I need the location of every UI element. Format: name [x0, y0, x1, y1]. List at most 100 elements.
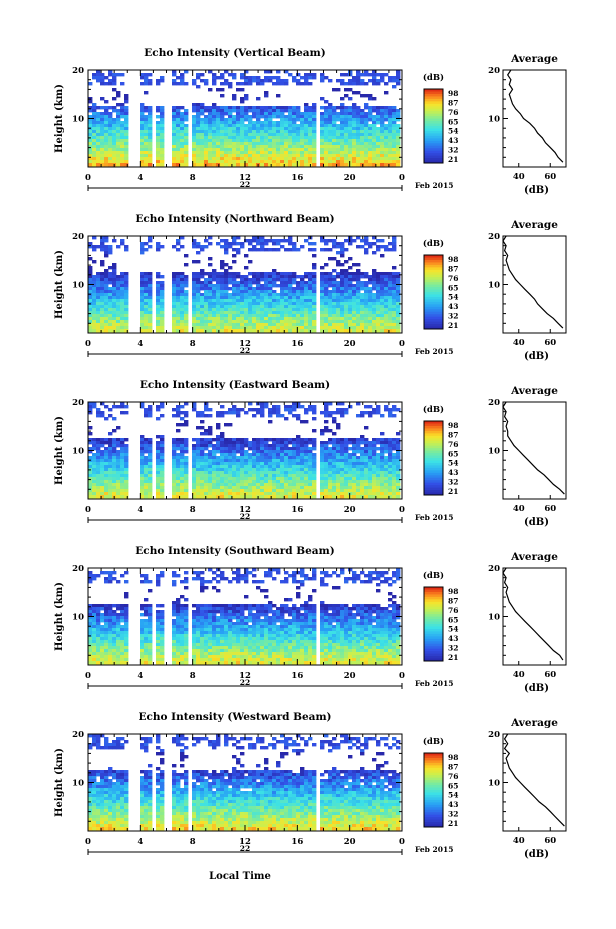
- heatmap-cell: [324, 148, 329, 152]
- heatmap-cell: [328, 447, 333, 451]
- heatmap-cell: [104, 486, 109, 490]
- heatmap-cell: [260, 112, 265, 116]
- heatmap-cell: [140, 492, 145, 496]
- heatmap-cell: [292, 151, 297, 155]
- heatmap-cell: [328, 489, 333, 493]
- heatmap-cell: [120, 323, 125, 327]
- heatmap-cell: [224, 127, 229, 131]
- heatmap-cell: [312, 459, 317, 463]
- heatmap-cell: [100, 248, 105, 252]
- heatmap-cell: [340, 474, 345, 478]
- heatmap-cell: [192, 474, 197, 478]
- heatmap-cell: [264, 130, 269, 134]
- heatmap-cell: [268, 489, 273, 493]
- heatmap-cell: [208, 477, 213, 481]
- heatmap-cell: [184, 124, 189, 128]
- heatmap-cell: [216, 136, 221, 140]
- heatmap-cell: [256, 142, 261, 146]
- heatmap-cell: [380, 314, 385, 318]
- heatmap-cell: [256, 462, 261, 466]
- heatmap-cell: [228, 163, 233, 167]
- heatmap-cell: [252, 474, 257, 478]
- heatmap-cell: [368, 73, 373, 77]
- heatmap-cell: [172, 450, 177, 454]
- heatmap-cell: [160, 495, 165, 499]
- heatmap-cell: [240, 145, 245, 149]
- heatmap-cell: [228, 329, 233, 333]
- heatmap-cell: [364, 308, 369, 312]
- heatmap-cell: [236, 115, 241, 119]
- heatmap-cell: [300, 148, 305, 152]
- heatmap-cell: [100, 480, 105, 484]
- heatmap-cell: [228, 296, 233, 300]
- heatmap-cell: [176, 411, 181, 415]
- heatmap-cell: [160, 139, 165, 143]
- heatmap-cell: [140, 483, 145, 487]
- heatmap-cell: [260, 456, 265, 460]
- heatmap-cell: [240, 438, 245, 442]
- date-label: Feb 2015: [415, 181, 453, 190]
- heatmap-cell: [160, 405, 165, 409]
- heatmap-cell: [308, 456, 313, 460]
- heatmap-cell: [220, 266, 225, 270]
- heatmap-cell: [268, 414, 273, 418]
- heatmap-cell: [260, 474, 265, 478]
- heatmap-cell: [140, 106, 145, 110]
- heatmap-cell: [340, 492, 345, 496]
- heatmap-cell: [228, 275, 233, 279]
- heatmap-cell: [96, 411, 101, 415]
- heatmap-cell: [308, 112, 313, 116]
- heatmap-cell: [176, 148, 181, 152]
- heatmap-cell: [384, 314, 389, 318]
- heatmap-cell: [388, 248, 393, 252]
- heatmap-cell: [108, 266, 113, 270]
- heatmap-cell: [124, 305, 129, 309]
- heatmap-cell: [180, 314, 185, 318]
- heatmap-cell: [172, 489, 177, 493]
- heatmap-cell: [352, 326, 357, 330]
- heatmap-cell: [252, 112, 257, 116]
- heatmap-cell: [332, 121, 337, 125]
- heatmap-cell: [116, 438, 121, 442]
- heatmap-cell: [280, 450, 285, 454]
- heatmap-cell: [212, 453, 217, 457]
- heatmap-cell: [368, 109, 373, 113]
- heatmap-cell: [268, 163, 273, 167]
- heatmap-cell: [380, 281, 385, 285]
- heatmap-cell: [324, 414, 329, 418]
- heatmap-cell: [140, 495, 145, 499]
- heatmap-cell: [304, 471, 309, 475]
- heatmap-cell: [276, 154, 281, 158]
- heatmap-cell: [92, 329, 97, 333]
- heatmap-cell: [380, 121, 385, 125]
- heatmap-cell: [196, 109, 201, 113]
- heatmap-cell: [180, 329, 185, 333]
- heatmap-cell: [256, 151, 261, 155]
- heatmap-cell: [92, 284, 97, 288]
- heatmap-cell: [272, 121, 277, 125]
- heatmap-cell: [244, 281, 249, 285]
- heatmap-cell: [148, 121, 153, 125]
- heatmap-cell: [140, 73, 145, 77]
- heatmap-cell: [368, 118, 373, 122]
- heatmap-cell: [196, 73, 201, 77]
- heatmap-cell: [184, 323, 189, 327]
- heatmap-cell: [88, 305, 93, 309]
- heatmap-cell: [92, 402, 97, 406]
- heatmap-cell: [360, 314, 365, 318]
- heatmap-cell: [240, 115, 245, 119]
- heatmap-cell: [192, 459, 197, 463]
- heatmap-cell: [204, 290, 209, 294]
- heatmap-cell: [324, 444, 329, 448]
- heatmap-cell: [96, 121, 101, 125]
- heatmap-cell: [248, 157, 253, 161]
- heatmap-cell: [356, 311, 361, 315]
- heatmap-cell: [308, 290, 313, 294]
- heatmap-cell: [104, 269, 109, 273]
- heatmap-cell: [140, 251, 145, 255]
- heatmap-cell: [224, 444, 229, 448]
- heatmap-cell: [160, 465, 165, 469]
- heatmap-cell: [372, 133, 377, 137]
- heatmap-cell: [272, 242, 277, 246]
- heatmap-cell: [384, 109, 389, 113]
